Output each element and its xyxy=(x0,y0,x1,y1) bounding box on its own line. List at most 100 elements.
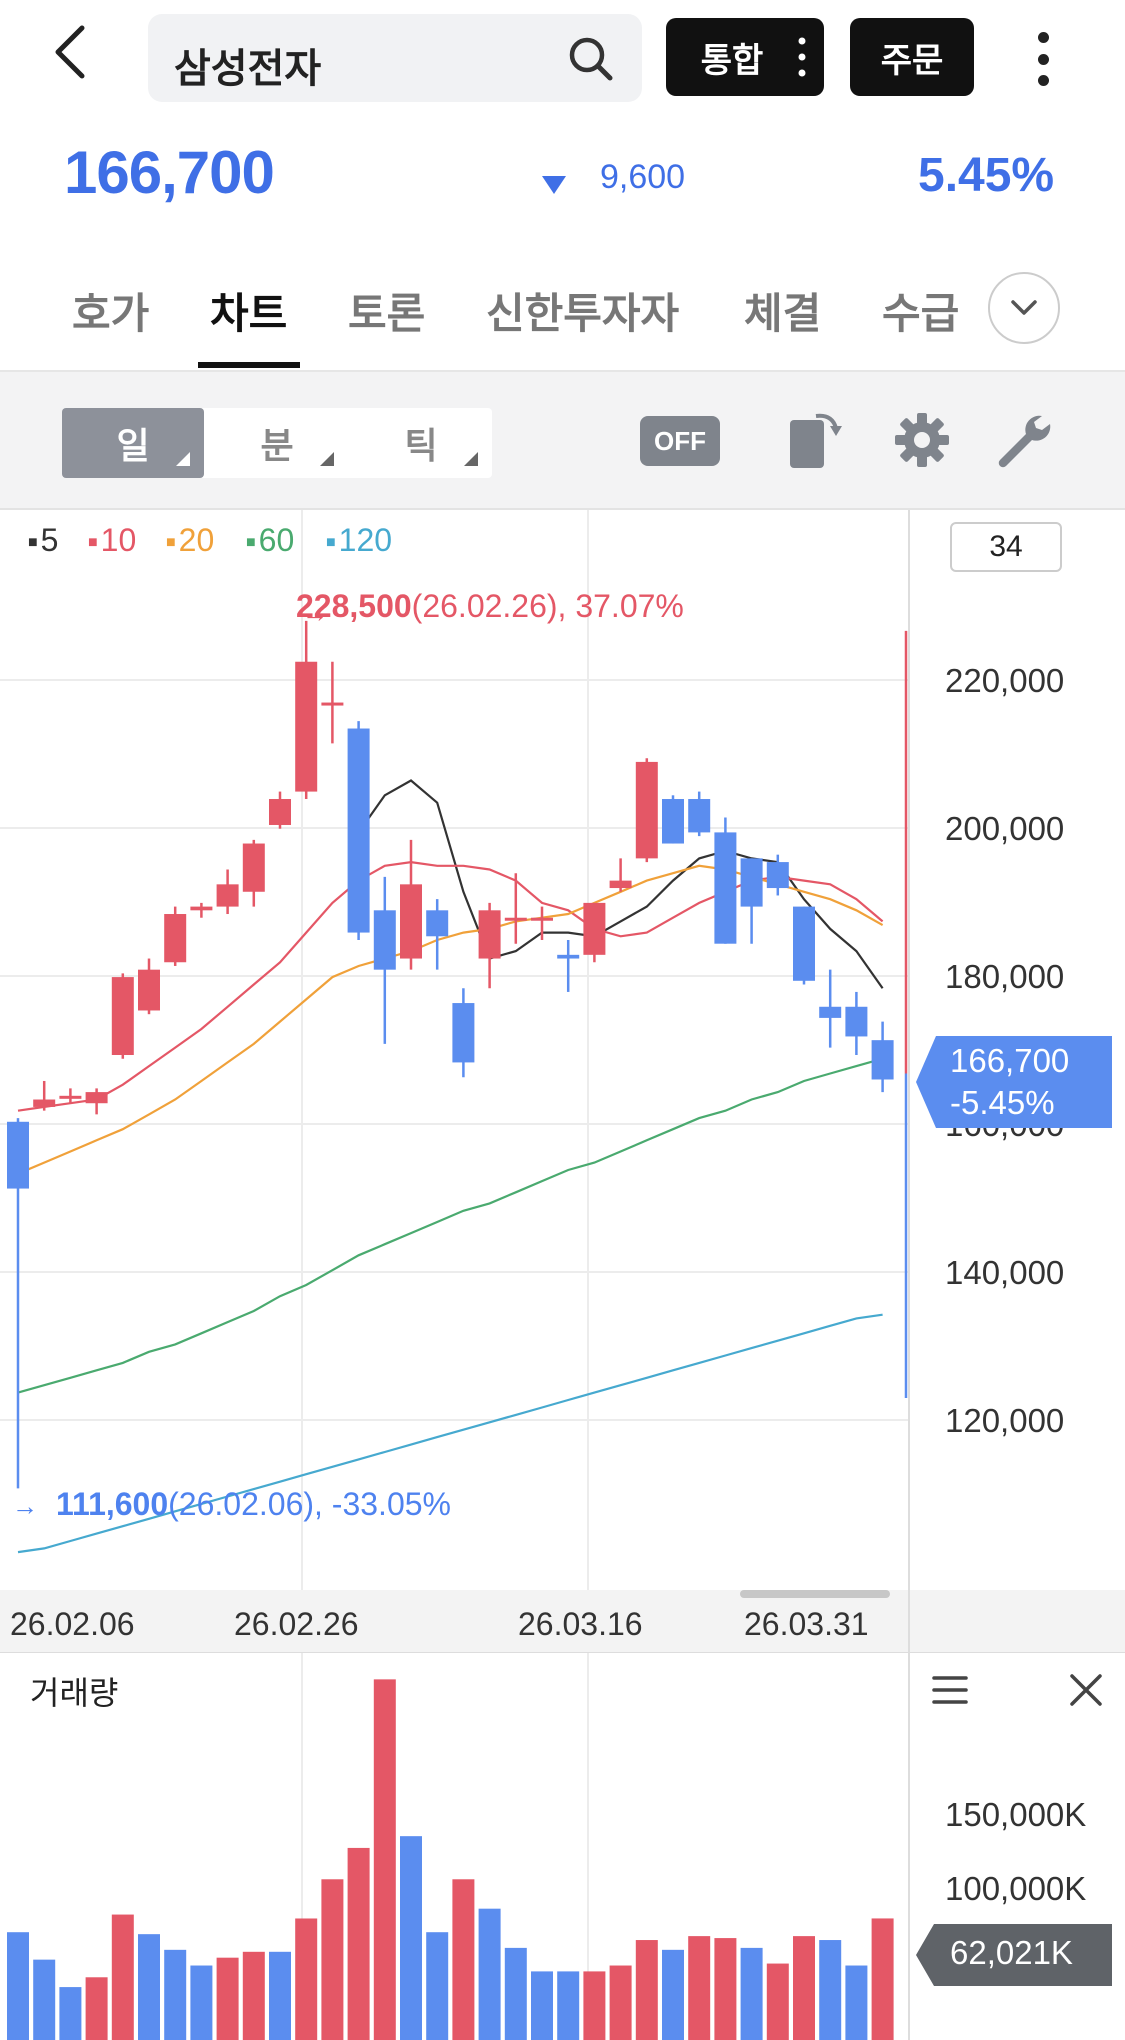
x-tick: 26.02.06 xyxy=(10,1606,135,1642)
volume-bar xyxy=(714,1938,737,2040)
volume-bar xyxy=(190,1965,213,2040)
x-tick: 26.02.26 xyxy=(234,1606,359,1642)
y-tick: 120,000 xyxy=(945,1402,1065,1439)
volume-tick: 150,000K xyxy=(945,1796,1087,1833)
combined-button[interactable]: 통합 xyxy=(666,18,824,96)
candle-body xyxy=(242,843,265,892)
divider xyxy=(0,370,1125,372)
chevron-left-icon xyxy=(55,25,85,79)
x-tick: 26.03.16 xyxy=(518,1606,643,1642)
volume-bar xyxy=(478,1908,501,2040)
legend-swatch: ■ xyxy=(88,533,98,551)
tab-orderbook[interactable]: 호가 xyxy=(72,290,150,337)
search-input[interactable]: 삼성전자 xyxy=(148,14,642,102)
candle-body xyxy=(557,954,580,959)
order-button[interactable]: 주문 xyxy=(850,18,974,96)
vertical-dots-icon xyxy=(798,37,806,77)
current-volume-tag: 62,021K xyxy=(916,1924,1112,1986)
tab-shinhan-investors[interactable]: 신한투자자 xyxy=(486,290,680,337)
expand-tabs-button[interactable] xyxy=(988,272,1060,344)
period-tick[interactable]: 틱 xyxy=(350,408,492,478)
volume-bar xyxy=(426,1932,449,2040)
high-detail: (26.02.26), 37.07% xyxy=(411,588,684,624)
current-price-tag-pct: -5.45% xyxy=(950,1084,1055,1121)
x-axis-band-right xyxy=(910,1590,1125,1652)
active-tab-indicator xyxy=(198,362,300,368)
candle-body xyxy=(321,702,344,706)
current-volume-value: 62,021K xyxy=(950,1934,1073,1971)
candle-body xyxy=(426,910,449,937)
y-tick: 200,000 xyxy=(945,810,1065,847)
candle-body xyxy=(845,1006,868,1037)
volume-bar xyxy=(59,1987,82,2040)
ma-20-line xyxy=(17,864,884,1175)
search-icon[interactable] xyxy=(568,36,614,82)
down-triangle-icon xyxy=(542,176,566,194)
candle-body xyxy=(373,910,396,970)
rotate-screen-icon[interactable] xyxy=(786,408,846,472)
volume-bar xyxy=(33,1959,56,2040)
volume-bar xyxy=(504,1947,527,2040)
moving-average-lines xyxy=(17,779,884,1554)
candle-body xyxy=(400,884,422,959)
current-price-tag: 166,700 -5.45% xyxy=(916,1036,1112,1128)
menu-icon[interactable] xyxy=(930,1670,970,1710)
price-change-percent: 5.45% xyxy=(918,149,1055,202)
volume-bar xyxy=(138,1934,160,2040)
period-day[interactable]: 일 xyxy=(62,408,204,478)
volume-bar xyxy=(609,1965,632,2040)
more-menu-icon[interactable] xyxy=(1016,24,1070,94)
legend-item-ma10: ■10 xyxy=(88,522,136,559)
legend-label: 20 xyxy=(178,522,215,558)
legend-label: 120 xyxy=(338,522,393,558)
current-price-tag-price: 166,700 xyxy=(950,1042,1070,1079)
ma-5-line xyxy=(357,779,884,989)
gear-icon[interactable] xyxy=(892,408,952,472)
candle-body xyxy=(7,1121,29,1189)
candle-body xyxy=(216,884,239,907)
legend-item-ma60: ■60 xyxy=(246,522,294,559)
candle-body xyxy=(504,917,527,921)
tab-discussion[interactable]: 토론 xyxy=(348,290,426,337)
ma-10-line xyxy=(17,860,884,1112)
low-annotation: → 111,600(26.02.06), -33.05% xyxy=(12,1486,451,1522)
candle-body xyxy=(111,977,134,1055)
volume-title: 거래량 xyxy=(30,1675,119,1711)
overlay-toggle[interactable]: OFF xyxy=(640,416,720,466)
tab-chart[interactable]: 차트 xyxy=(210,290,288,337)
order-label: 주문 xyxy=(880,41,944,80)
chevron-down-icon xyxy=(1011,300,1037,315)
volume-bar xyxy=(793,1936,815,2040)
period-minute[interactable]: 분 xyxy=(206,408,348,478)
price-change: 9,600 xyxy=(600,158,686,196)
volume-bar xyxy=(766,1963,789,2040)
volume-bar xyxy=(321,1879,344,2040)
close-icon[interactable] xyxy=(1066,1670,1106,1710)
volume-bar xyxy=(373,1679,396,2040)
volume-bar xyxy=(557,1971,580,2040)
chart-scrollbar[interactable] xyxy=(740,1590,890,1598)
low-detail: (26.02.06), -33.05% xyxy=(168,1486,451,1522)
price-chart[interactable] xyxy=(0,510,1125,2040)
back-button[interactable] xyxy=(50,22,110,94)
candle-body xyxy=(85,1092,108,1104)
candle-body xyxy=(766,862,789,889)
candle-count-badge[interactable]: 34 xyxy=(950,522,1062,572)
volume-bars xyxy=(7,1679,894,2040)
candlesticks xyxy=(7,620,894,1489)
volume-bar xyxy=(662,1949,684,2040)
wrench-icon[interactable] xyxy=(994,408,1054,472)
legend-item-ma120: ■120 xyxy=(326,522,392,559)
volume-bar xyxy=(216,1957,239,2040)
tab-trades[interactable]: 체결 xyxy=(744,290,822,337)
y-tick: 220,000 xyxy=(945,662,1065,699)
tab-supply-demand[interactable]: 수급 xyxy=(882,290,960,337)
volume-bar xyxy=(347,1847,370,2040)
volume-bar xyxy=(845,1965,868,2040)
candle-body xyxy=(871,1040,894,1080)
candle-body xyxy=(583,902,606,955)
high-annotation: 228,500(26.02.26), 37.07% xyxy=(296,588,684,625)
high-value: 228,500 xyxy=(296,588,412,624)
candle-body xyxy=(819,1006,842,1018)
candle-body xyxy=(609,880,632,889)
